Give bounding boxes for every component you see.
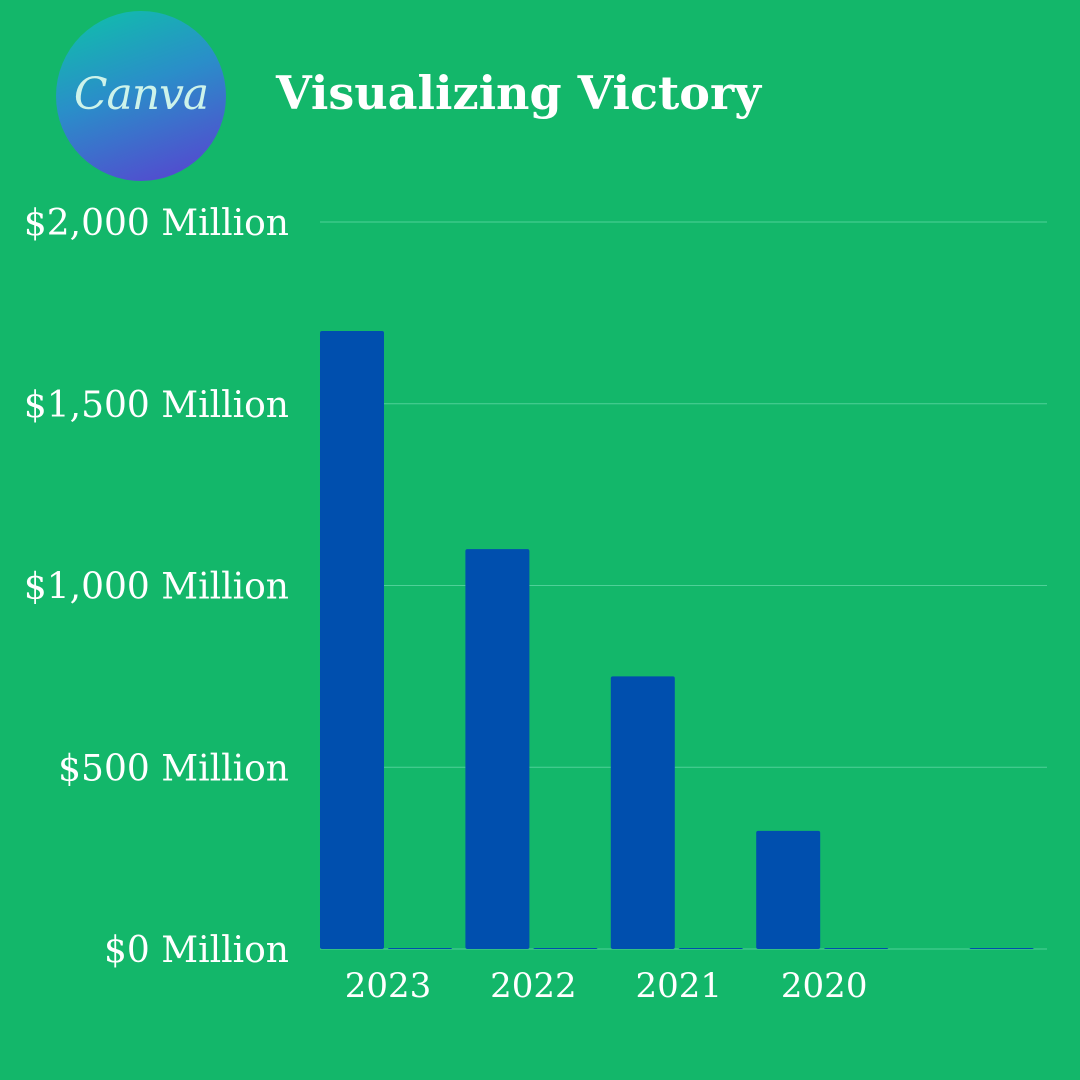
chart-title: Visualizing Victory — [276, 66, 761, 120]
bar-2021-s1 — [610, 676, 675, 949]
x-axis-tick-labels: 2023 2022 2021 2020 — [345, 966, 868, 1006]
x-tick-label: 2023 — [345, 966, 432, 1006]
x-tick-label: 2022 — [490, 966, 577, 1006]
bar-2020-s1 — [756, 830, 821, 949]
bar-blank-s2 — [969, 948, 1034, 949]
y-tick-label: $2,000 Million — [24, 203, 289, 244]
bar-2023-s1 — [320, 331, 384, 949]
y-tick-label: $1,000 Million — [24, 567, 289, 608]
bar-2023-s2 — [388, 948, 452, 949]
gridlines — [320, 221, 1047, 950]
y-axis-tick-labels: $0 Million $500 Million $1,000 Million $1,5… — [24, 203, 289, 971]
bars — [320, 331, 1034, 949]
bar-2022-s1 — [465, 549, 530, 949]
logo-text: Canva — [73, 68, 209, 120]
x-tick-label: 2021 — [636, 966, 723, 1006]
bar-2022-s2 — [533, 948, 598, 949]
y-tick-label: $1,500 Million — [24, 385, 289, 426]
bar-2020-s2 — [824, 948, 889, 949]
canva-logo: Canva — [56, 11, 226, 181]
y-tick-label: $0 Million — [104, 930, 289, 971]
y-tick-label: $500 Million — [58, 748, 289, 789]
bar-2021-s2 — [678, 948, 743, 949]
x-tick-label: 2020 — [781, 966, 868, 1006]
